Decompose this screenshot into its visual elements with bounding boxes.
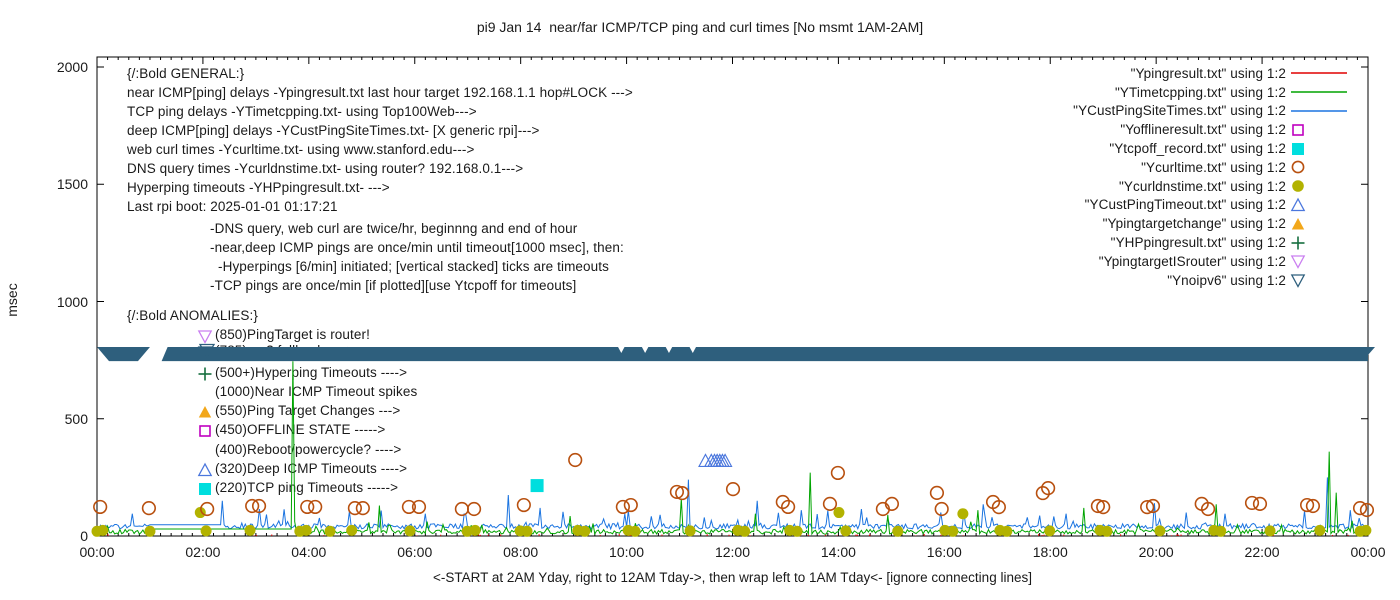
legend-entry: "YpingtargetISrouter" using 1:2 <box>860 252 1352 271</box>
legend-square-filled-icon <box>1290 141 1352 157</box>
x-tick-label: 18:00 <box>1032 544 1068 560</box>
x-tick-label: 00:00 <box>79 544 115 560</box>
general-note-line: Last rpi boot: 2025-01-01 01:17:21 <box>127 199 338 214</box>
legend: "Ypingresult.txt" using 1:2 "YTimetcpping… <box>860 64 1352 290</box>
legend-line-icon <box>1290 65 1352 81</box>
x-axis-label: <-START at 2AM Yday, right to 12AM Tday-… <box>433 570 1032 585</box>
legend-label: "Ypingresult.txt" using 1:2 <box>1130 65 1286 81</box>
chart-title: pi9 Jan 14 near/far ICMP/TCP ping and cu… <box>476 19 924 35</box>
legend-tri-down-open-icon <box>1290 272 1352 289</box>
anomaly-note-line: (320)Deep ICMP Timeouts ----> <box>215 461 408 476</box>
x-tick-label: 12:00 <box>714 544 751 560</box>
x-tick-label: 22:00 <box>1244 544 1280 560</box>
general-note-line: near ICMP[ping] delays -Ypingresult.txt … <box>127 85 633 100</box>
anomaly-note-line: (450)OFFLINE STATE -----> <box>215 422 386 437</box>
general-note-line: web curl times -Ycurltime.txt- using www… <box>127 142 475 157</box>
legend-entry: "Ynoipv6" using 1:2 <box>860 271 1352 290</box>
general-note-line: Hyperping timeouts -YHPpingresult.txt- -… <box>127 180 390 195</box>
y-tick-label: 1000 <box>56 293 88 310</box>
x-tick-label: 20:00 <box>1138 544 1174 560</box>
legend-entry: "Yofflineresult.txt" using 1:2 <box>860 120 1352 139</box>
anomaly-note-line: (400)Reboot/powercycle? ----> <box>215 442 402 457</box>
anomaly-note-line: (220)TCP ping Timeouts -----> <box>215 480 399 495</box>
legend-line-icon <box>1290 103 1352 119</box>
tri-down-open-marker-icon <box>197 328 213 344</box>
legend-tri-up-filled-icon <box>1290 216 1352 232</box>
legend-entry: "Ypingtargetchange" using 1:2 <box>860 214 1352 233</box>
anomaly-note-line: (500+)Hyperping Timeouts ----> <box>215 365 408 380</box>
legend-circle-filled-icon <box>1290 178 1352 194</box>
general-note-line: -near,deep ICMP pings are once/min until… <box>210 240 624 255</box>
general-note-line: TCP ping delays -YTimetcpping.txt- using… <box>127 104 477 119</box>
y-tick-label: 0 <box>80 528 88 544</box>
legend-entry: "YTimetcpping.txt" using 1:2 <box>860 83 1352 102</box>
legend-label: "YCustPingSiteTimes.txt" using 1:2 <box>1073 103 1286 119</box>
anomaly-note-line: (1000)Near ICMP Timeout spikes <box>215 384 418 399</box>
legend-label: "YpingtargetISrouter" using 1:2 <box>1098 253 1286 269</box>
legend-entry: "Ycurltime.txt" using 1:2 <box>860 158 1352 177</box>
anomaly-note-line: (785)no ? fallback ----> <box>215 343 355 358</box>
legend-entry: "Ycurldnstime.txt" using 1:2 <box>860 177 1352 196</box>
square-filled-marker-icon <box>197 481 213 497</box>
legend-label: "YTimetcpping.txt" using 1:2 <box>1115 84 1286 100</box>
legend-label: "YCustPingTimeout.txt" using 1:2 <box>1084 197 1286 213</box>
legend-entry: "YHPpingresult.txt" using 1:2 <box>860 233 1352 252</box>
anomaly-note-line: (550)Ping Target Changes ---> <box>215 403 401 418</box>
legend-label: "Ynoipv6" using 1:2 <box>1167 272 1286 288</box>
legend-label: "Ypingtargetchange" using 1:2 <box>1102 216 1286 232</box>
x-tick-label: 10:00 <box>609 544 645 560</box>
general-note-line: {/:Bold GENERAL:} <box>127 66 245 81</box>
general-note-line: -DNS query, web curl are twice/hr, begin… <box>210 221 578 236</box>
legend-tri-down-open-icon <box>1290 253 1352 270</box>
legend-entry: "Ypingresult.txt" using 1:2 <box>860 64 1352 83</box>
x-tick-label: 08:00 <box>503 544 539 560</box>
plus-marker-icon <box>197 366 213 382</box>
x-tick-label: 14:00 <box>820 544 856 560</box>
legend-label: "Ycurldnstime.txt" using 1:2 <box>1119 178 1286 194</box>
legend-entry: "Ytcpoff_record.txt" using 1:2 <box>860 139 1352 158</box>
square-open-marker-icon <box>197 423 213 439</box>
tri-up-open-marker-icon <box>197 462 213 478</box>
legend-label: "YHPpingresult.txt" using 1:2 <box>1110 235 1286 251</box>
general-note-line: DNS query times -Ycurldnstime.txt- using… <box>127 161 524 176</box>
general-note-line: -TCP pings are once/min [if plotted][use… <box>210 278 577 293</box>
y-tick-label: 2000 <box>56 59 88 75</box>
legend-square-open-icon <box>1290 122 1352 138</box>
y-axis-label: msec <box>4 283 20 317</box>
y-tick-label: 1500 <box>56 176 88 193</box>
y-tick-label: 500 <box>64 410 88 427</box>
tri-up-filled-marker-icon <box>197 404 213 420</box>
legend-label: "Yofflineresult.txt" using 1:2 <box>1120 122 1286 138</box>
x-tick-label: 00:00 <box>1350 544 1386 560</box>
legend-line-icon <box>1290 84 1352 100</box>
x-tick-label: 04:00 <box>291 544 327 560</box>
legend-plus-icon <box>1290 235 1352 251</box>
legend-circle-open-icon <box>1290 159 1352 175</box>
x-tick-label: 06:00 <box>397 544 433 560</box>
general-note-line: deep ICMP[ping] delays -YCustPingSiteTim… <box>127 123 540 138</box>
legend-entry: "YCustPingTimeout.txt" using 1:2 <box>860 196 1352 215</box>
anomaly-note-line: (850)PingTarget is router! <box>215 327 370 342</box>
legend-label: "Ycurltime.txt" using 1:2 <box>1141 159 1286 175</box>
anomalies-header: {/:Bold ANOMALIES:} <box>127 308 258 323</box>
legend-tri-up-open-icon <box>1290 197 1352 213</box>
general-note-line: -Hyperpings [6/min] initiated; [vertical… <box>218 259 609 274</box>
x-tick-label: 16:00 <box>926 544 962 560</box>
tri-down-open-marker-icon <box>197 344 213 360</box>
x-tick-label: 02:00 <box>185 544 221 560</box>
legend-entry: "YCustPingSiteTimes.txt" using 1:2 <box>860 102 1352 121</box>
legend-label: "Ytcpoff_record.txt" using 1:2 <box>1109 141 1286 157</box>
